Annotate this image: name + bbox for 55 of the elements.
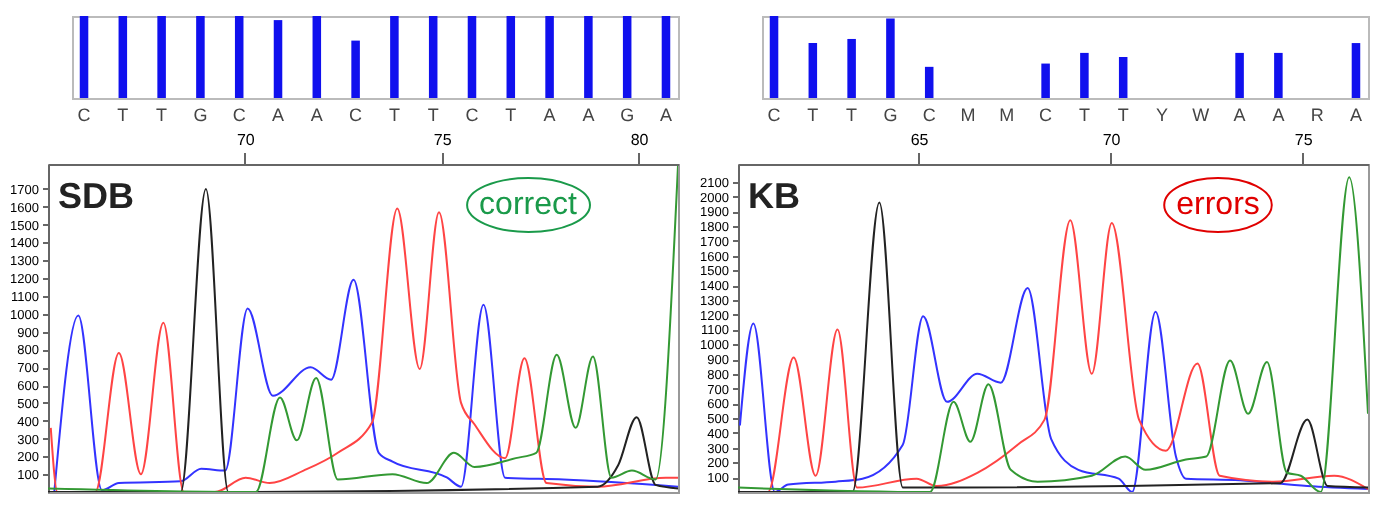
x-tick-label: A	[659, 105, 672, 125]
chart-title: KB	[748, 176, 800, 216]
bar	[924, 66, 934, 98]
x-tick-label: 65	[910, 131, 930, 149]
x-tick-label: G	[193, 105, 208, 125]
bar	[808, 43, 818, 98]
annotation: errors	[1176, 188, 1260, 222]
x-tick-label: M	[999, 105, 1015, 125]
line-series	[738, 287, 1368, 492]
line-series	[53, 278, 678, 492]
x-tick-label: T	[846, 105, 859, 125]
x-tick-label: Y	[1155, 105, 1169, 125]
x-tick-label: A	[310, 105, 323, 125]
x-tick-label: T	[1117, 105, 1130, 125]
x-tick-label: T	[1078, 105, 1091, 125]
x-tick-label: C	[1039, 105, 1054, 125]
x-tick-label: T	[117, 105, 130, 125]
x-tick-label: T	[807, 105, 820, 125]
x-tick-label: 75	[1294, 131, 1314, 149]
x-tick-label: C	[922, 105, 937, 125]
bar	[886, 18, 895, 98]
x-tick-label: T	[505, 105, 518, 125]
x-tick-label: A	[1349, 105, 1362, 125]
x-tick-label: T	[156, 105, 169, 125]
bar	[1274, 52, 1283, 98]
x-tick-label: C	[465, 105, 480, 125]
chart-title: SDB	[58, 176, 135, 216]
bar	[1041, 63, 1050, 98]
bar	[1118, 57, 1128, 98]
x-tick-label: C	[767, 105, 782, 125]
x-tick-label: A	[1272, 105, 1285, 125]
annotation: correct	[479, 188, 578, 222]
x-tick-label: C	[77, 105, 92, 125]
x-tick-label: 75	[433, 131, 453, 149]
x-tick-label: 80	[630, 131, 650, 149]
bar	[847, 38, 856, 98]
bar	[1351, 43, 1361, 98]
x-tick-label: C	[349, 105, 364, 125]
x-tick-label: T	[388, 105, 401, 125]
bar	[769, 16, 779, 98]
x-tick-label: 70	[236, 131, 256, 149]
x-tick-label: R	[1310, 105, 1325, 125]
x-tick-label: C	[232, 105, 247, 125]
x-tick-label: T	[427, 105, 440, 125]
x-tick-label: 70	[1102, 131, 1122, 149]
x-tick-label: M	[960, 105, 976, 125]
x-tick-label: W	[1192, 105, 1211, 125]
x-tick-label: G	[620, 105, 635, 125]
x-tick-label: G	[883, 105, 898, 125]
bar	[1235, 52, 1244, 98]
x-tick-label: A	[543, 105, 556, 125]
x-tick-label: A	[582, 105, 595, 125]
x-tick-label: A	[271, 105, 285, 125]
bar	[1080, 52, 1089, 98]
x-tick-label: A	[1233, 105, 1246, 125]
